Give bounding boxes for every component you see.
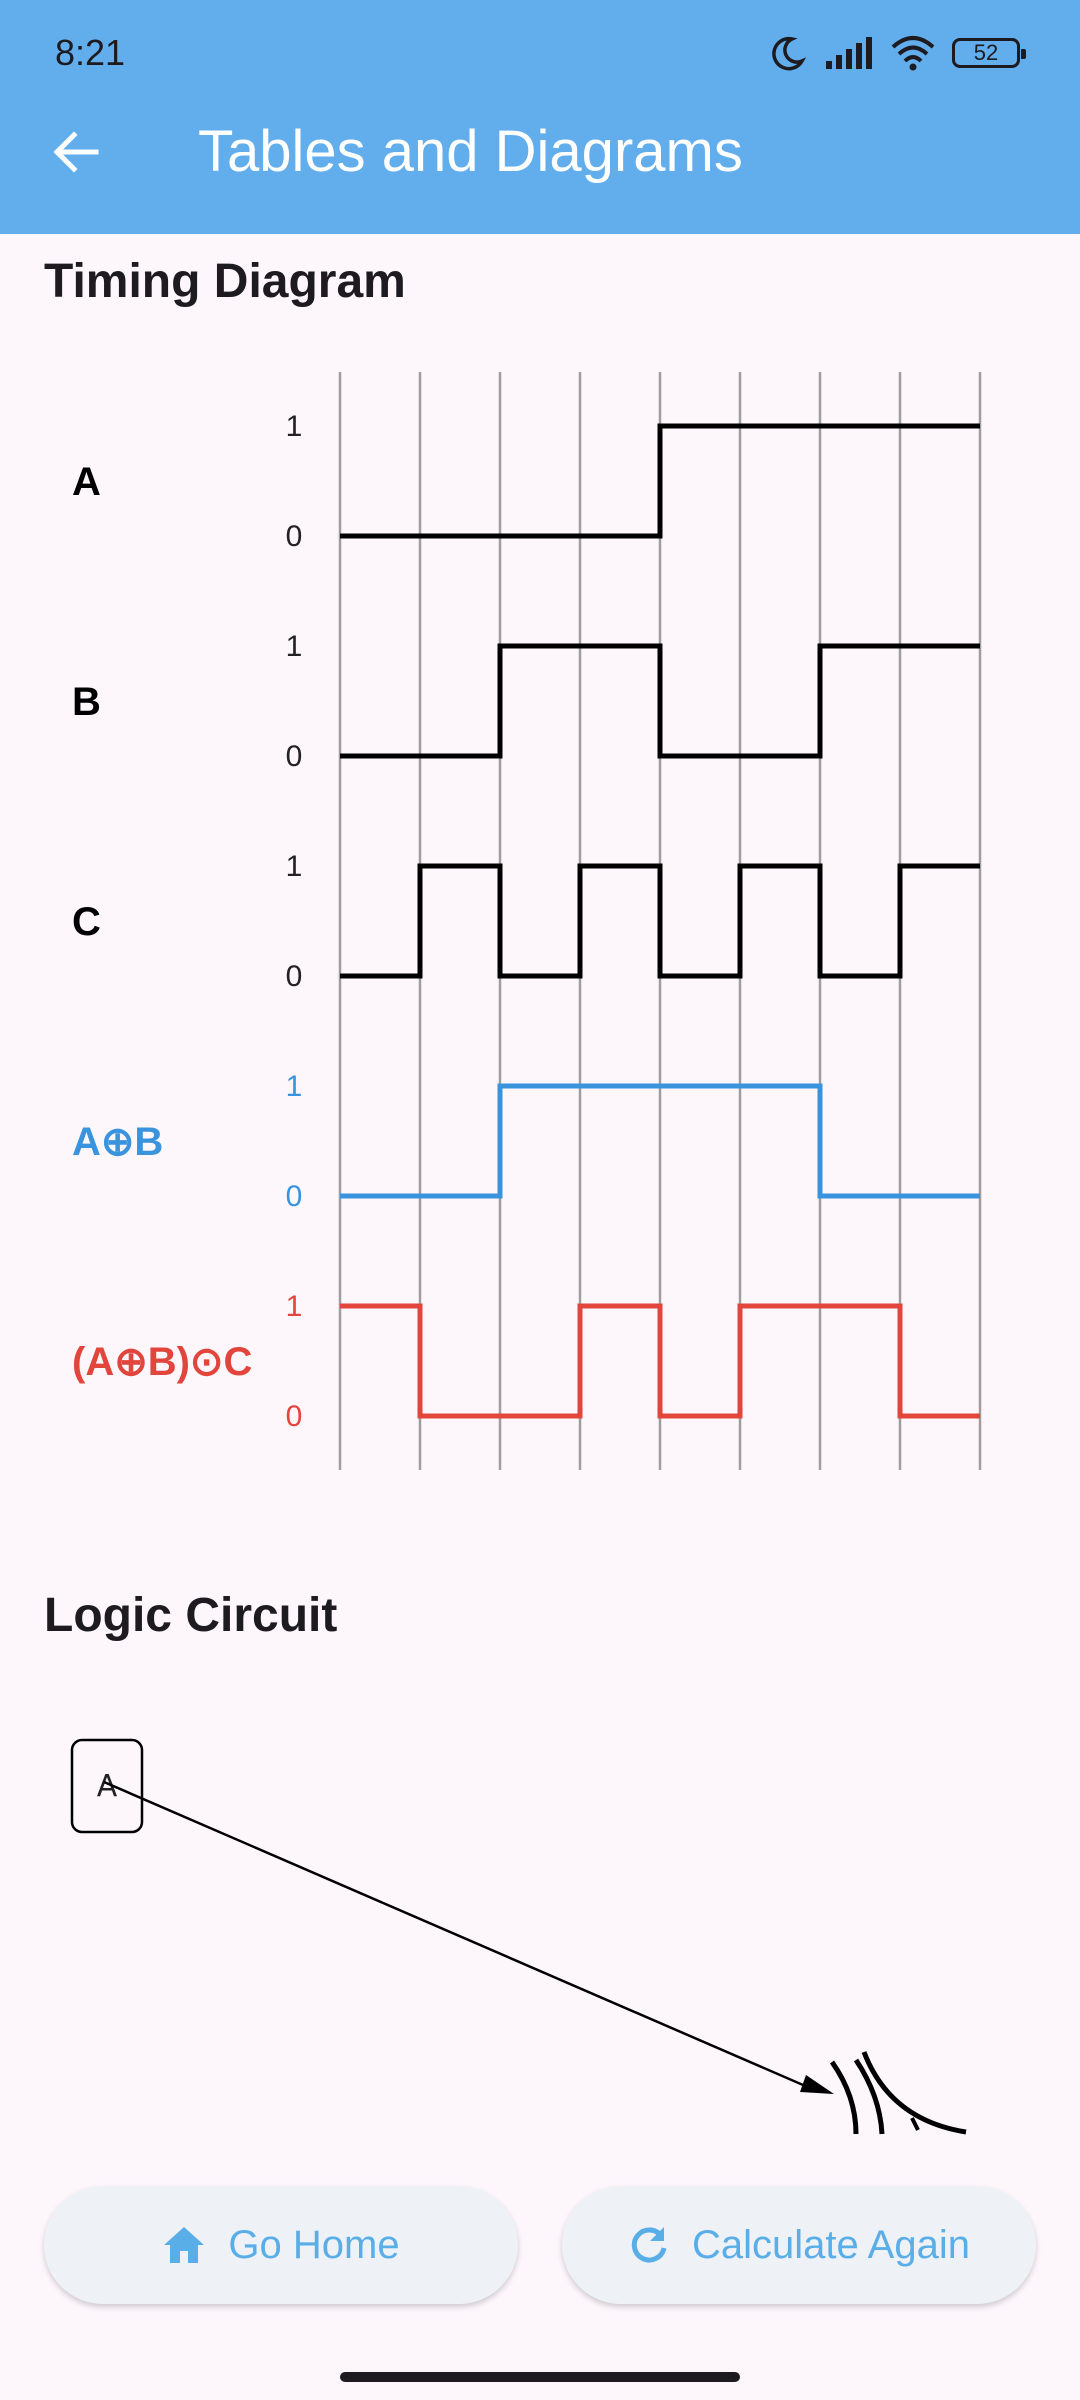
level-high-label: 1 bbox=[286, 410, 303, 443]
signal-waveform bbox=[340, 1083, 980, 1199]
wire-arrowhead bbox=[800, 2075, 834, 2094]
app-bar: 8:21 52 Tables and Diagrams bbox=[0, 0, 1080, 234]
signal-label: A⊕B bbox=[72, 1120, 163, 1164]
signal-waveform bbox=[340, 863, 980, 979]
level-low-label: 0 bbox=[286, 520, 303, 553]
level-low-label: 0 bbox=[286, 740, 303, 773]
gate-body bbox=[861, 2051, 967, 2135]
signal-label: B bbox=[72, 680, 101, 724]
signal-label: A bbox=[72, 460, 101, 504]
gate-detail bbox=[910, 2117, 920, 2131]
signal-waveform bbox=[340, 643, 980, 759]
level-low-label: 0 bbox=[286, 960, 303, 993]
signal-label: C bbox=[72, 900, 101, 944]
gate-shape-outer bbox=[853, 2058, 885, 2135]
arrow-back-icon bbox=[53, 131, 99, 173]
refresh-icon bbox=[631, 2227, 667, 2263]
gate-shape bbox=[829, 2060, 859, 2135]
back-button[interactable] bbox=[40, 116, 112, 188]
status-time: 8:21 bbox=[55, 32, 126, 73]
moon-icon bbox=[772, 36, 807, 71]
battery-indicator: 52 bbox=[952, 38, 1026, 68]
wifi-icon bbox=[891, 36, 935, 71]
go-home-button[interactable]: Go Home bbox=[44, 2186, 518, 2304]
timing-diagram-title: Timing Diagram bbox=[44, 255, 406, 308]
timing-diagram: A 1 0 B 1 0 C 1 0 A⊕B 1 0 (A⊕B)⊙C 1 0 bbox=[72, 372, 982, 1470]
level-high-label: 1 bbox=[286, 1070, 303, 1103]
calculate-again-button[interactable]: Calculate Again bbox=[562, 2186, 1036, 2304]
page-title: Tables and Diagrams bbox=[198, 119, 743, 184]
level-high-label: 1 bbox=[286, 1290, 303, 1323]
signal-icon bbox=[826, 37, 872, 69]
signal-label: (A⊕B)⊙C bbox=[72, 1340, 252, 1384]
go-home-label: Go Home bbox=[228, 2222, 400, 2267]
battery-level: 52 bbox=[973, 40, 999, 65]
level-high-label: 1 bbox=[286, 630, 303, 663]
logic-circuit-title: Logic Circuit bbox=[44, 1589, 338, 1642]
status-icons: 52 bbox=[768, 28, 1026, 78]
logic-circuit: A bbox=[70, 1738, 967, 2135]
signal-waveform bbox=[340, 1303, 980, 1419]
level-high-label: 1 bbox=[286, 850, 303, 883]
wire bbox=[103, 1780, 811, 2090]
input-label-a: A bbox=[97, 1769, 118, 1804]
level-low-label: 0 bbox=[286, 1180, 303, 1213]
home-indicator bbox=[340, 2372, 740, 2382]
signal-waveform bbox=[340, 423, 980, 539]
level-low-label: 0 bbox=[286, 1400, 303, 1433]
calculate-again-label: Calculate Again bbox=[692, 2222, 970, 2267]
input-box-a[interactable] bbox=[70, 1738, 144, 1834]
home-icon bbox=[164, 2227, 205, 2263]
